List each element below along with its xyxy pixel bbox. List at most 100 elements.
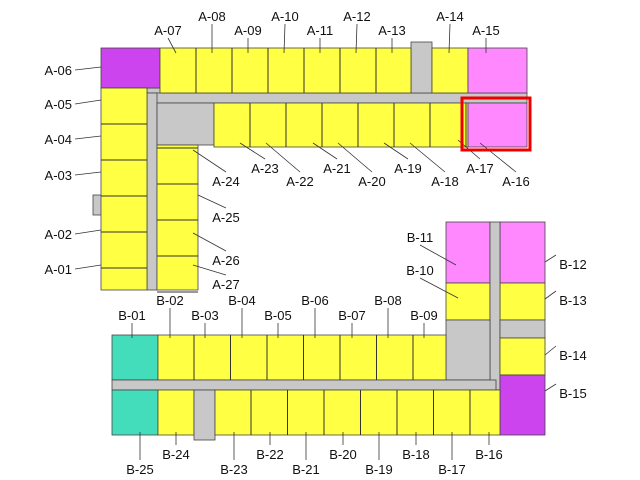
leader-line: [74, 135, 102, 140]
highlight-box: [460, 96, 532, 152]
unit-label-a-10: A-10: [271, 9, 298, 24]
units-a-inner: [156, 144, 199, 291]
unit-label-b-01: B-01: [118, 308, 145, 323]
unit-label-b-09: B-09: [410, 308, 437, 323]
unit-label-a-04: A-04: [45, 132, 72, 147]
leader-line: [479, 142, 517, 173]
leader-line: [448, 23, 451, 54]
unit-a-16: [467, 102, 528, 148]
unit-label-a-16: A-16: [502, 174, 529, 189]
units-b-south: [214, 389, 501, 436]
unit-b-10: [445, 282, 491, 321]
unit-label-b-24: B-24: [162, 447, 189, 462]
unit-label-a-02: A-02: [45, 227, 72, 242]
unit-label-b-17: B-17: [438, 462, 465, 477]
unit-label-a-14: A-14: [436, 9, 463, 24]
unit-label-b-22: B-22: [256, 447, 283, 462]
unit-label-b-05: B-05: [264, 308, 291, 323]
unit-label-a-19: A-19: [394, 161, 421, 176]
unit-label-a-21: A-21: [323, 161, 350, 176]
unit-a-14: [431, 47, 469, 94]
unit-b-15: [499, 374, 546, 436]
unit-b-24: [157, 389, 195, 436]
leader-line: [192, 232, 227, 252]
leader-line: [383, 142, 409, 160]
leader-line: [409, 142, 446, 173]
unit-label-b-18: B-18: [402, 447, 429, 462]
leader-line: [419, 277, 459, 299]
unit-label-a-09: A-09: [234, 23, 261, 38]
leader-line: [355, 23, 358, 54]
leader-line: [239, 142, 266, 160]
unit-label-b-25: B-25: [126, 462, 153, 477]
unit-label-b-04: B-04: [228, 293, 255, 308]
leader-line: [419, 244, 457, 266]
unit-label-a-13: A-13: [378, 23, 405, 38]
leader-lines: [74, 23, 557, 460]
unit-label-a-25: A-25: [212, 210, 239, 225]
unit-b-14: [499, 337, 546, 376]
unit-label-a-07: A-07: [154, 23, 181, 38]
unit-label-b-16: B-16: [475, 447, 502, 462]
units-a-south: [213, 102, 469, 148]
leader-line: [312, 142, 338, 160]
unit-label-b-11: B-11: [407, 230, 434, 245]
leader-line: [74, 229, 102, 235]
unit-b-01: [111, 334, 159, 381]
stair-b-east: [499, 319, 546, 339]
unit-label-a-08: A-08: [198, 9, 225, 24]
corridor-b: [111, 379, 497, 391]
leader-line: [283, 23, 286, 54]
leader-line: [74, 99, 102, 105]
leader-line: [74, 264, 102, 270]
units-b-north: [157, 334, 447, 381]
unit-label-b-06: B-06: [301, 293, 328, 308]
unit-label-b-23: B-23: [220, 462, 247, 477]
corridor-b: [489, 221, 501, 391]
unit-label-b-07: B-07: [338, 308, 365, 323]
leader-line: [74, 171, 102, 176]
unit-label-b-03: B-03: [191, 308, 218, 323]
unit-label-b-19: B-19: [365, 462, 392, 477]
unit-label-b-21: B-21: [292, 462, 319, 477]
leader-line: [192, 264, 227, 276]
unit-b-25: [111, 389, 159, 436]
unit-label-a-22: A-22: [286, 174, 313, 189]
stair-a-north: [410, 41, 433, 94]
unit-label-a-06: A-06: [45, 63, 72, 78]
unit-label-a-05: A-05: [45, 97, 72, 112]
unit-a-06: [100, 47, 161, 89]
leader-line: [192, 149, 227, 173]
unit-label-a-23: A-23: [251, 161, 278, 176]
unit-label-a-18: A-18: [431, 174, 458, 189]
unit-label-b-12: B-12: [559, 257, 586, 272]
unit-label-a-27: A-27: [212, 277, 239, 292]
elevator-a: [156, 102, 215, 146]
unit-label-a-03: A-03: [45, 168, 72, 183]
unit-label-a-26: A-26: [212, 253, 239, 268]
leader-line: [544, 345, 557, 356]
unit-a-15: [467, 47, 528, 94]
elevator-b: [445, 319, 491, 381]
unit-label-a-12: A-12: [343, 9, 370, 24]
unit-label-b-02: B-02: [156, 293, 183, 308]
unit-label-a-17: A-17: [466, 161, 493, 176]
unit-label-b-08: B-08: [374, 293, 401, 308]
unit-b-11: [445, 221, 491, 284]
unit-label-b-14: B-14: [559, 348, 586, 363]
unit-label-a-15: A-15: [472, 23, 499, 38]
floor-plan-shapes: [92, 41, 546, 441]
corridor-a: [146, 92, 158, 291]
unit-b-12: [499, 221, 546, 284]
unit-labels: A-01 A-02 A-03 A-04 A-05 A-06 A-07 A-08 A-09 A-10…: [45, 9, 587, 477]
unit-label-b-15: B-15: [559, 386, 586, 401]
units-a-west: [100, 87, 148, 291]
unit-label-b-10: B-10: [406, 263, 433, 278]
unit-label-a-20: A-20: [358, 174, 385, 189]
leader-line: [544, 383, 557, 392]
unit-label-b-20: B-20: [329, 447, 356, 462]
unit-label-a-24: A-24: [212, 174, 239, 189]
leader-line: [337, 142, 373, 173]
unit-label-a-11: A-11: [307, 23, 334, 38]
